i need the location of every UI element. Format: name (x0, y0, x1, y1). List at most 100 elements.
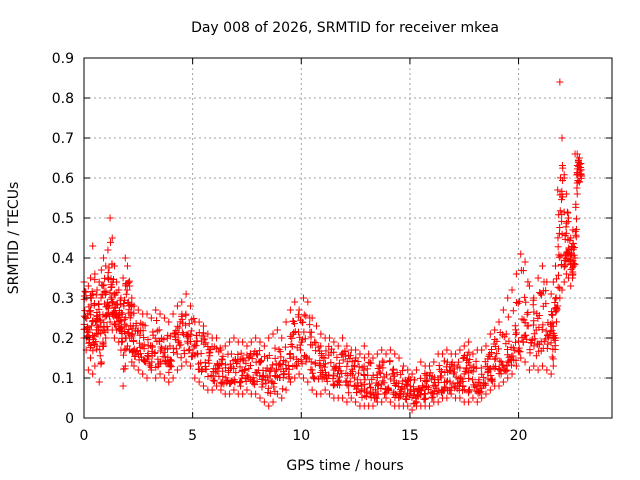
data-point (330, 338, 338, 346)
data-point (152, 374, 160, 382)
data-point (144, 336, 152, 344)
data-point (339, 394, 347, 402)
data-point (298, 360, 306, 368)
data-point (278, 394, 286, 402)
data-point (517, 354, 525, 362)
data-point (312, 322, 320, 330)
data-point (452, 350, 460, 358)
data-point (160, 349, 168, 357)
data-point (530, 330, 538, 338)
data-point (554, 186, 562, 194)
data-point (560, 174, 568, 182)
data-point (218, 356, 226, 364)
data-point (389, 366, 397, 374)
data-point (434, 398, 442, 406)
data-point (188, 353, 196, 361)
data-point (451, 368, 459, 376)
data-point (365, 358, 373, 366)
data-point (269, 361, 277, 369)
data-point (175, 339, 183, 347)
data-point (521, 358, 529, 366)
data-point (391, 393, 399, 401)
data-point (266, 389, 274, 397)
data-point (505, 337, 513, 345)
data-point (330, 348, 338, 356)
data-point (177, 354, 185, 362)
data-point (334, 342, 342, 350)
data-point (348, 358, 356, 366)
data-point (482, 390, 490, 398)
data-point (455, 358, 463, 366)
data-point (432, 384, 440, 392)
data-point (226, 365, 234, 373)
data-point (459, 383, 467, 391)
data-point (107, 238, 115, 246)
data-point (260, 353, 268, 361)
ticks-layer: 0 0.1 0.2 0.3 0.4 0.5 0.6 0.7 0.8 0.9 0 5 10 15 20 (52, 51, 612, 444)
data-point (298, 336, 306, 344)
data-point (521, 331, 529, 339)
data-point (504, 294, 512, 302)
data-point (178, 362, 186, 370)
data-point (499, 361, 507, 369)
data-point (353, 381, 361, 389)
data-point (236, 363, 244, 371)
data-point (99, 282, 107, 290)
data-point (165, 368, 173, 376)
data-point (499, 378, 507, 386)
y-tick-label: 0.3 (52, 291, 74, 307)
data-point (230, 377, 238, 385)
x-tick-label: 10 (292, 428, 310, 444)
data-point (195, 365, 203, 373)
plot-frame (83, 57, 613, 419)
data-point (128, 330, 136, 338)
data-point (515, 344, 523, 352)
data-point (291, 298, 299, 306)
data-point (106, 289, 114, 297)
data-point (516, 348, 524, 356)
data-point (186, 362, 194, 370)
data-point (307, 328, 315, 336)
data-point (456, 346, 464, 354)
data-point (213, 382, 221, 390)
data-point (237, 349, 245, 357)
data-point (286, 350, 294, 358)
data-point (260, 398, 268, 406)
data-point (465, 375, 473, 383)
data-point (459, 354, 467, 362)
data-point (247, 362, 255, 370)
data-point (200, 332, 208, 340)
data-point (316, 357, 324, 365)
data-point (326, 390, 334, 398)
data-point (248, 355, 256, 363)
data-point (236, 379, 244, 387)
data-point (311, 359, 319, 367)
data-point (488, 375, 496, 383)
data-point (345, 382, 353, 390)
data-point (358, 386, 366, 394)
data-point (271, 354, 279, 362)
data-point (524, 278, 532, 286)
data-point (538, 291, 546, 299)
data-point (365, 350, 373, 358)
data-point (230, 386, 238, 394)
data-point (440, 383, 448, 391)
data-point (108, 293, 116, 301)
data-point (544, 332, 552, 340)
data-point (354, 369, 362, 377)
data-point (270, 379, 278, 387)
data-point (377, 384, 385, 392)
data-point (308, 366, 316, 374)
data-point (418, 387, 426, 395)
data-point (143, 374, 151, 382)
data-point (560, 278, 568, 286)
data-point (478, 384, 486, 392)
data-point (549, 278, 557, 286)
data-point (530, 362, 538, 370)
data-point (499, 306, 507, 314)
data-point (305, 355, 313, 363)
data-point (563, 208, 571, 216)
data-point (412, 366, 420, 374)
data-point (343, 342, 351, 350)
data-point (247, 338, 255, 346)
